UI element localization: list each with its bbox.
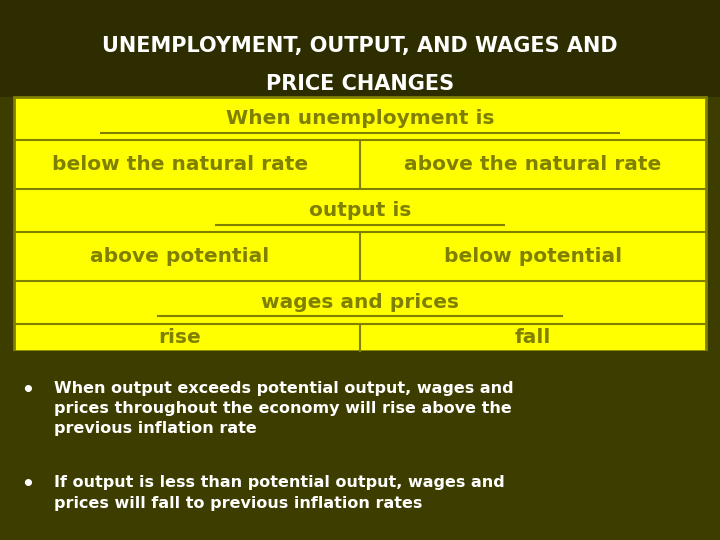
Text: above the natural rate: above the natural rate — [404, 155, 662, 174]
Text: rise: rise — [158, 328, 202, 347]
Text: wages and prices: wages and prices — [261, 293, 459, 312]
Text: •: • — [22, 381, 35, 400]
Text: PRICE CHANGES: PRICE CHANGES — [266, 73, 454, 94]
Text: UNEMPLOYMENT, OUTPUT, AND WAGES AND: UNEMPLOYMENT, OUTPUT, AND WAGES AND — [102, 36, 618, 56]
Text: •: • — [22, 475, 35, 494]
Text: fall: fall — [515, 328, 551, 347]
Text: above potential: above potential — [91, 247, 269, 266]
Text: below potential: below potential — [444, 247, 622, 266]
Text: output is: output is — [309, 201, 411, 220]
FancyBboxPatch shape — [0, 351, 720, 540]
FancyBboxPatch shape — [0, 0, 720, 97]
Text: below the natural rate: below the natural rate — [52, 155, 308, 174]
Text: If output is less than potential output, wages and
prices will fall to previous : If output is less than potential output,… — [54, 475, 505, 511]
Text: When output exceeds potential output, wages and
prices throughout the economy wi: When output exceeds potential output, wa… — [54, 381, 513, 436]
FancyBboxPatch shape — [14, 97, 706, 351]
Text: When unemployment is: When unemployment is — [226, 109, 494, 129]
